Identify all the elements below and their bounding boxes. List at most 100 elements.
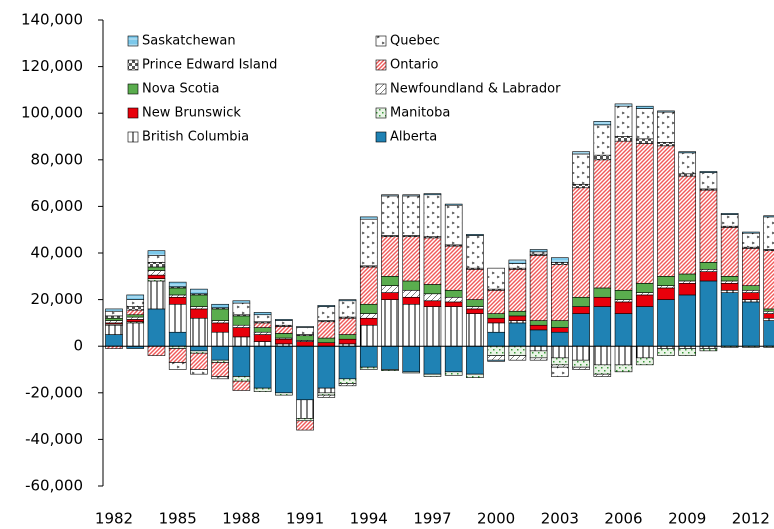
bar-segment — [338, 338, 357, 345]
bar-segment — [190, 352, 208, 370]
bar-segment — [147, 266, 166, 271]
bar-segment — [444, 296, 463, 303]
bar-segment — [402, 236, 421, 282]
bar-segment — [168, 281, 187, 288]
bar-segment — [275, 392, 293, 396]
x-tick-label: 1988 — [222, 510, 260, 528]
bar-segment — [593, 159, 612, 289]
bar-segment — [253, 327, 272, 333]
x-tick-label: 2009 — [668, 510, 706, 528]
bar-segment — [466, 306, 484, 310]
bar-segment — [275, 333, 293, 339]
bar-segment — [232, 380, 251, 391]
bar-segment — [487, 313, 505, 319]
bar-segment — [614, 103, 633, 107]
bar-segment — [657, 111, 675, 143]
bar-segment — [402, 280, 421, 291]
bar-segment — [572, 306, 590, 314]
bar-segment — [190, 345, 208, 352]
legend-label: Saskatchewan — [142, 34, 236, 49]
legend-swatch — [375, 59, 387, 71]
bar-segment — [232, 300, 251, 304]
bar-segment — [763, 320, 774, 347]
y-tick-label: 60,000 — [31, 197, 84, 215]
bar-segment — [742, 231, 760, 234]
bar-segment — [657, 275, 675, 286]
bar-segment — [742, 299, 760, 303]
legend-label: Alberta — [390, 130, 437, 145]
bar-segment — [551, 264, 569, 321]
y-tick-label: -60,000 — [25, 477, 83, 495]
bar-segment — [232, 315, 251, 326]
bar-segment — [466, 313, 484, 347]
bar-segment — [423, 373, 442, 377]
bar-segment — [678, 173, 697, 177]
bar-segment — [487, 317, 505, 324]
bar-segment — [551, 262, 569, 265]
bar-segment — [614, 299, 633, 303]
bar-segment — [105, 315, 123, 319]
bar-segment — [572, 359, 590, 368]
bar-segment — [317, 392, 336, 396]
legend-label: Ontario — [390, 58, 438, 73]
bar-segment — [593, 364, 612, 375]
bar-segment — [126, 316, 145, 320]
bar-segment — [126, 314, 145, 318]
bar-segment — [147, 262, 166, 268]
bar-segment — [317, 305, 336, 307]
bar-segment — [359, 345, 378, 368]
bar-segment — [402, 195, 421, 236]
bar-segment — [168, 331, 187, 347]
bar-segment — [614, 136, 633, 142]
bar-segment — [381, 292, 399, 300]
bar-segment — [529, 357, 548, 361]
bar-segment — [359, 218, 378, 267]
legend-label: British Columbia — [142, 130, 249, 145]
bar-segment — [402, 345, 421, 373]
bar-segment — [508, 259, 527, 264]
bar-segment — [763, 215, 774, 218]
bar-segment — [720, 213, 739, 215]
bar-segment — [147, 278, 166, 282]
bar-segment — [359, 303, 378, 314]
bar-segment — [551, 331, 569, 347]
bar-segment — [296, 399, 314, 419]
legend-swatch — [127, 59, 139, 71]
bar-segment — [190, 306, 208, 310]
bar-segment — [275, 319, 293, 321]
bar-segment — [190, 350, 208, 354]
bar-segment — [423, 284, 442, 295]
bar-segment — [423, 300, 442, 307]
bar-segment — [275, 326, 293, 334]
bar-segment — [168, 303, 187, 333]
bar-segment — [508, 320, 527, 324]
bar-segment — [508, 322, 527, 347]
bar-segment — [572, 366, 590, 370]
bar-segment — [147, 255, 166, 263]
bar-segment — [551, 327, 569, 333]
bar-segment — [338, 299, 357, 302]
bar-segment — [275, 320, 293, 326]
bar-segment — [444, 203, 463, 206]
bar-segment — [699, 348, 718, 352]
y-tick-label: 140,000 — [21, 11, 83, 29]
bar-segment — [487, 331, 505, 347]
legend-label: Quebec — [390, 34, 440, 49]
bar-segment — [720, 292, 739, 347]
bar-segment — [317, 337, 336, 344]
bar-segment — [742, 301, 760, 347]
bar-segment — [763, 313, 774, 319]
bar-segment — [720, 289, 739, 293]
bar-segment — [529, 324, 548, 331]
bar-segment — [635, 357, 654, 366]
bar-segment — [678, 273, 697, 282]
bar-segment — [487, 355, 505, 361]
bar-segment — [614, 140, 633, 291]
bar-segment — [466, 235, 484, 269]
bar-segment — [657, 145, 675, 277]
y-tick-label: -20,000 — [25, 383, 83, 401]
x-tick-label: 2000 — [477, 510, 515, 528]
bar-segment — [572, 151, 590, 155]
bar-segment — [614, 313, 633, 347]
bar-segment — [423, 193, 442, 196]
